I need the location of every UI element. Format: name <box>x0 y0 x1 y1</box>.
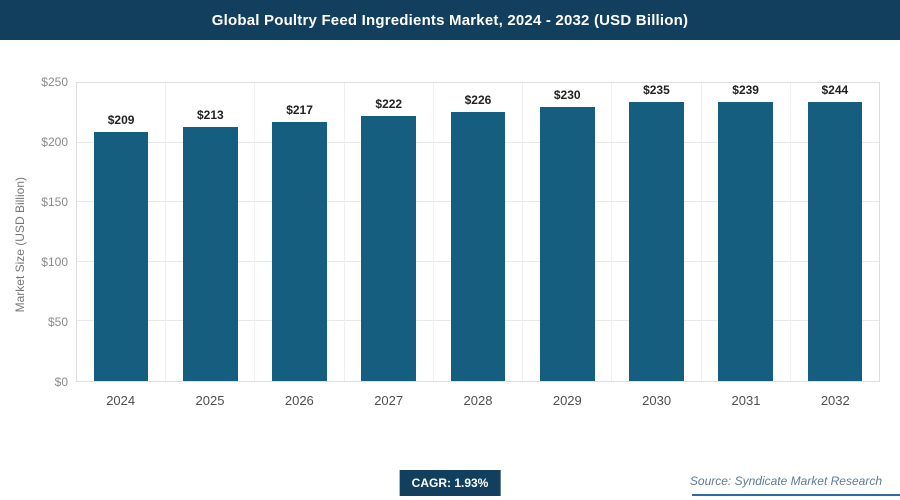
x-axis-label: 2031 <box>731 393 761 408</box>
bar <box>182 127 238 381</box>
bar <box>629 102 684 381</box>
y-tick-label: $50 <box>47 315 68 329</box>
chart-main: $0 $50 $100 $150 $200 $250 $209 $213 $217 $222 $2… <box>32 75 880 408</box>
bar-column: $222 <box>343 83 433 381</box>
bar-column: $209 <box>77 83 165 381</box>
bar-column: $230 <box>522 83 611 381</box>
x-axis-label: 2029 <box>552 393 582 408</box>
bar <box>272 122 327 381</box>
y-tick-label: $150 <box>41 195 68 209</box>
x-axis-label: 2027 <box>374 393 404 408</box>
x-axis-labels: 2024 2025 2026 2027 2028 2029 2030 2031 2032 <box>76 382 880 408</box>
bar-column: $244 <box>789 83 879 381</box>
y-tick-label: $200 <box>41 135 68 149</box>
x-axis-label: 2026 <box>284 393 314 408</box>
x-axis-label: 2032 <box>820 393 850 408</box>
plot-area: $209 $213 $217 $222 $226 $230 $235 $239 $244 <box>76 82 880 382</box>
bar-value-label: $226 <box>464 92 492 107</box>
bar-value-label: $230 <box>553 87 581 102</box>
x-axis-label: 2025 <box>195 393 225 408</box>
y-axis-title: Market Size (USD Billion) <box>13 177 27 313</box>
bar-value-label: $213 <box>196 108 224 123</box>
chart-area: Market Size (USD Billion) $0 $50 $100 $150 $… <box>8 75 880 408</box>
y-tick-label: $250 <box>41 75 68 89</box>
x-axis-label: 2024 <box>106 393 136 408</box>
source-attribution: Source: Syndicate Market Research <box>689 474 882 488</box>
chart-title: Global Poultry Feed Ingredients Market, … <box>211 11 689 29</box>
footer-divider <box>692 494 900 496</box>
bar-column: $226 <box>432 83 522 381</box>
bar <box>718 102 773 381</box>
bar-value-label: $222 <box>375 97 403 112</box>
x-axis-label: 2030 <box>642 393 672 408</box>
bar <box>361 116 417 381</box>
bar <box>450 111 506 381</box>
bar-value-label: $235 <box>643 83 670 97</box>
cagr-badge: CAGR: 1.93% <box>399 470 501 496</box>
y-tick-label: $0 <box>54 375 68 389</box>
bar <box>539 106 595 381</box>
bar-value-label: $217 <box>286 103 313 118</box>
x-axis-label: 2028 <box>463 393 493 408</box>
bar-value-label: $239 <box>732 83 759 97</box>
plot-wrap: $0 $50 $100 $150 $200 $250 $209 $213 $217 $222 $2… <box>32 75 880 389</box>
y-axis-title-wrap: Market Size (USD Billion) <box>8 82 32 408</box>
bar-value-label: $244 <box>821 83 849 97</box>
bar-column: $235 <box>611 83 700 381</box>
y-axis-ticks: $0 $50 $100 $150 $200 $250 <box>32 75 76 389</box>
bar-columns: $209 $213 $217 $222 $226 $230 $235 $239 $244 <box>77 83 879 381</box>
y-tick-label: $100 <box>41 255 68 269</box>
bar-column: $217 <box>254 83 343 381</box>
bar-column: $239 <box>700 83 790 381</box>
bar-column: $213 <box>165 83 254 381</box>
chart-title-bar: Global Poultry Feed Ingredients Market, … <box>0 0 900 40</box>
bar-value-label: $209 <box>107 112 135 127</box>
bar <box>93 131 149 381</box>
bar <box>807 102 863 381</box>
chart-footer: CAGR: 1.93% Source: Syndicate Market Res… <box>0 456 900 500</box>
